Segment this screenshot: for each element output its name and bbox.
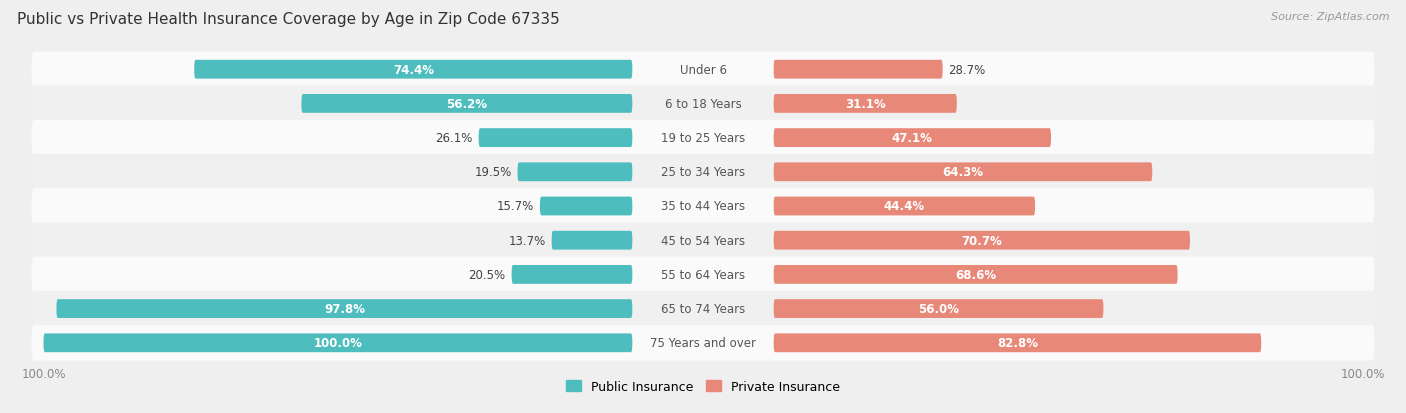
Text: 75 Years and over: 75 Years and over (650, 337, 756, 349)
Text: 44.4%: 44.4% (884, 200, 925, 213)
FancyBboxPatch shape (773, 231, 1189, 250)
Text: 35 to 44 Years: 35 to 44 Years (661, 200, 745, 213)
FancyBboxPatch shape (773, 129, 1052, 148)
Text: 19 to 25 Years: 19 to 25 Years (661, 132, 745, 145)
Text: Under 6: Under 6 (679, 64, 727, 76)
FancyBboxPatch shape (773, 163, 1153, 182)
Text: 31.1%: 31.1% (845, 97, 886, 111)
FancyBboxPatch shape (44, 334, 633, 352)
FancyBboxPatch shape (773, 197, 1035, 216)
FancyBboxPatch shape (540, 197, 633, 216)
FancyBboxPatch shape (31, 189, 1375, 224)
Text: 65 to 74 Years: 65 to 74 Years (661, 302, 745, 316)
Text: 13.7%: 13.7% (509, 234, 546, 247)
Text: 28.7%: 28.7% (949, 64, 986, 76)
FancyBboxPatch shape (551, 231, 633, 250)
Text: 74.4%: 74.4% (392, 64, 434, 76)
Text: 64.3%: 64.3% (942, 166, 983, 179)
Text: Public vs Private Health Insurance Coverage by Age in Zip Code 67335: Public vs Private Health Insurance Cover… (17, 12, 560, 27)
FancyBboxPatch shape (773, 334, 1261, 352)
Text: 6 to 18 Years: 6 to 18 Years (665, 97, 741, 111)
FancyBboxPatch shape (31, 325, 1375, 361)
FancyBboxPatch shape (512, 265, 633, 284)
Text: 70.7%: 70.7% (962, 234, 1002, 247)
Text: 97.8%: 97.8% (323, 302, 366, 316)
Text: 82.8%: 82.8% (997, 337, 1038, 349)
Text: 25 to 34 Years: 25 to 34 Years (661, 166, 745, 179)
FancyBboxPatch shape (31, 52, 1375, 88)
FancyBboxPatch shape (194, 61, 633, 79)
FancyBboxPatch shape (31, 257, 1375, 292)
Text: 56.0%: 56.0% (918, 302, 959, 316)
FancyBboxPatch shape (773, 265, 1178, 284)
FancyBboxPatch shape (773, 299, 1104, 318)
FancyBboxPatch shape (773, 95, 957, 114)
FancyBboxPatch shape (478, 129, 633, 148)
FancyBboxPatch shape (31, 154, 1375, 190)
FancyBboxPatch shape (517, 163, 633, 182)
FancyBboxPatch shape (31, 223, 1375, 259)
FancyBboxPatch shape (301, 95, 633, 114)
Text: 15.7%: 15.7% (496, 200, 534, 213)
Legend: Public Insurance, Private Insurance: Public Insurance, Private Insurance (561, 375, 845, 398)
FancyBboxPatch shape (31, 121, 1375, 156)
FancyBboxPatch shape (773, 61, 942, 79)
FancyBboxPatch shape (31, 86, 1375, 122)
Text: 56.2%: 56.2% (446, 97, 488, 111)
Text: Source: ZipAtlas.com: Source: ZipAtlas.com (1271, 12, 1389, 22)
Text: 47.1%: 47.1% (891, 132, 932, 145)
Text: 55 to 64 Years: 55 to 64 Years (661, 268, 745, 281)
FancyBboxPatch shape (31, 291, 1375, 327)
Text: 45 to 54 Years: 45 to 54 Years (661, 234, 745, 247)
Text: 20.5%: 20.5% (468, 268, 506, 281)
Text: 68.6%: 68.6% (955, 268, 997, 281)
Text: 26.1%: 26.1% (436, 132, 472, 145)
FancyBboxPatch shape (56, 299, 633, 318)
Text: 19.5%: 19.5% (474, 166, 512, 179)
Text: 100.0%: 100.0% (314, 337, 363, 349)
